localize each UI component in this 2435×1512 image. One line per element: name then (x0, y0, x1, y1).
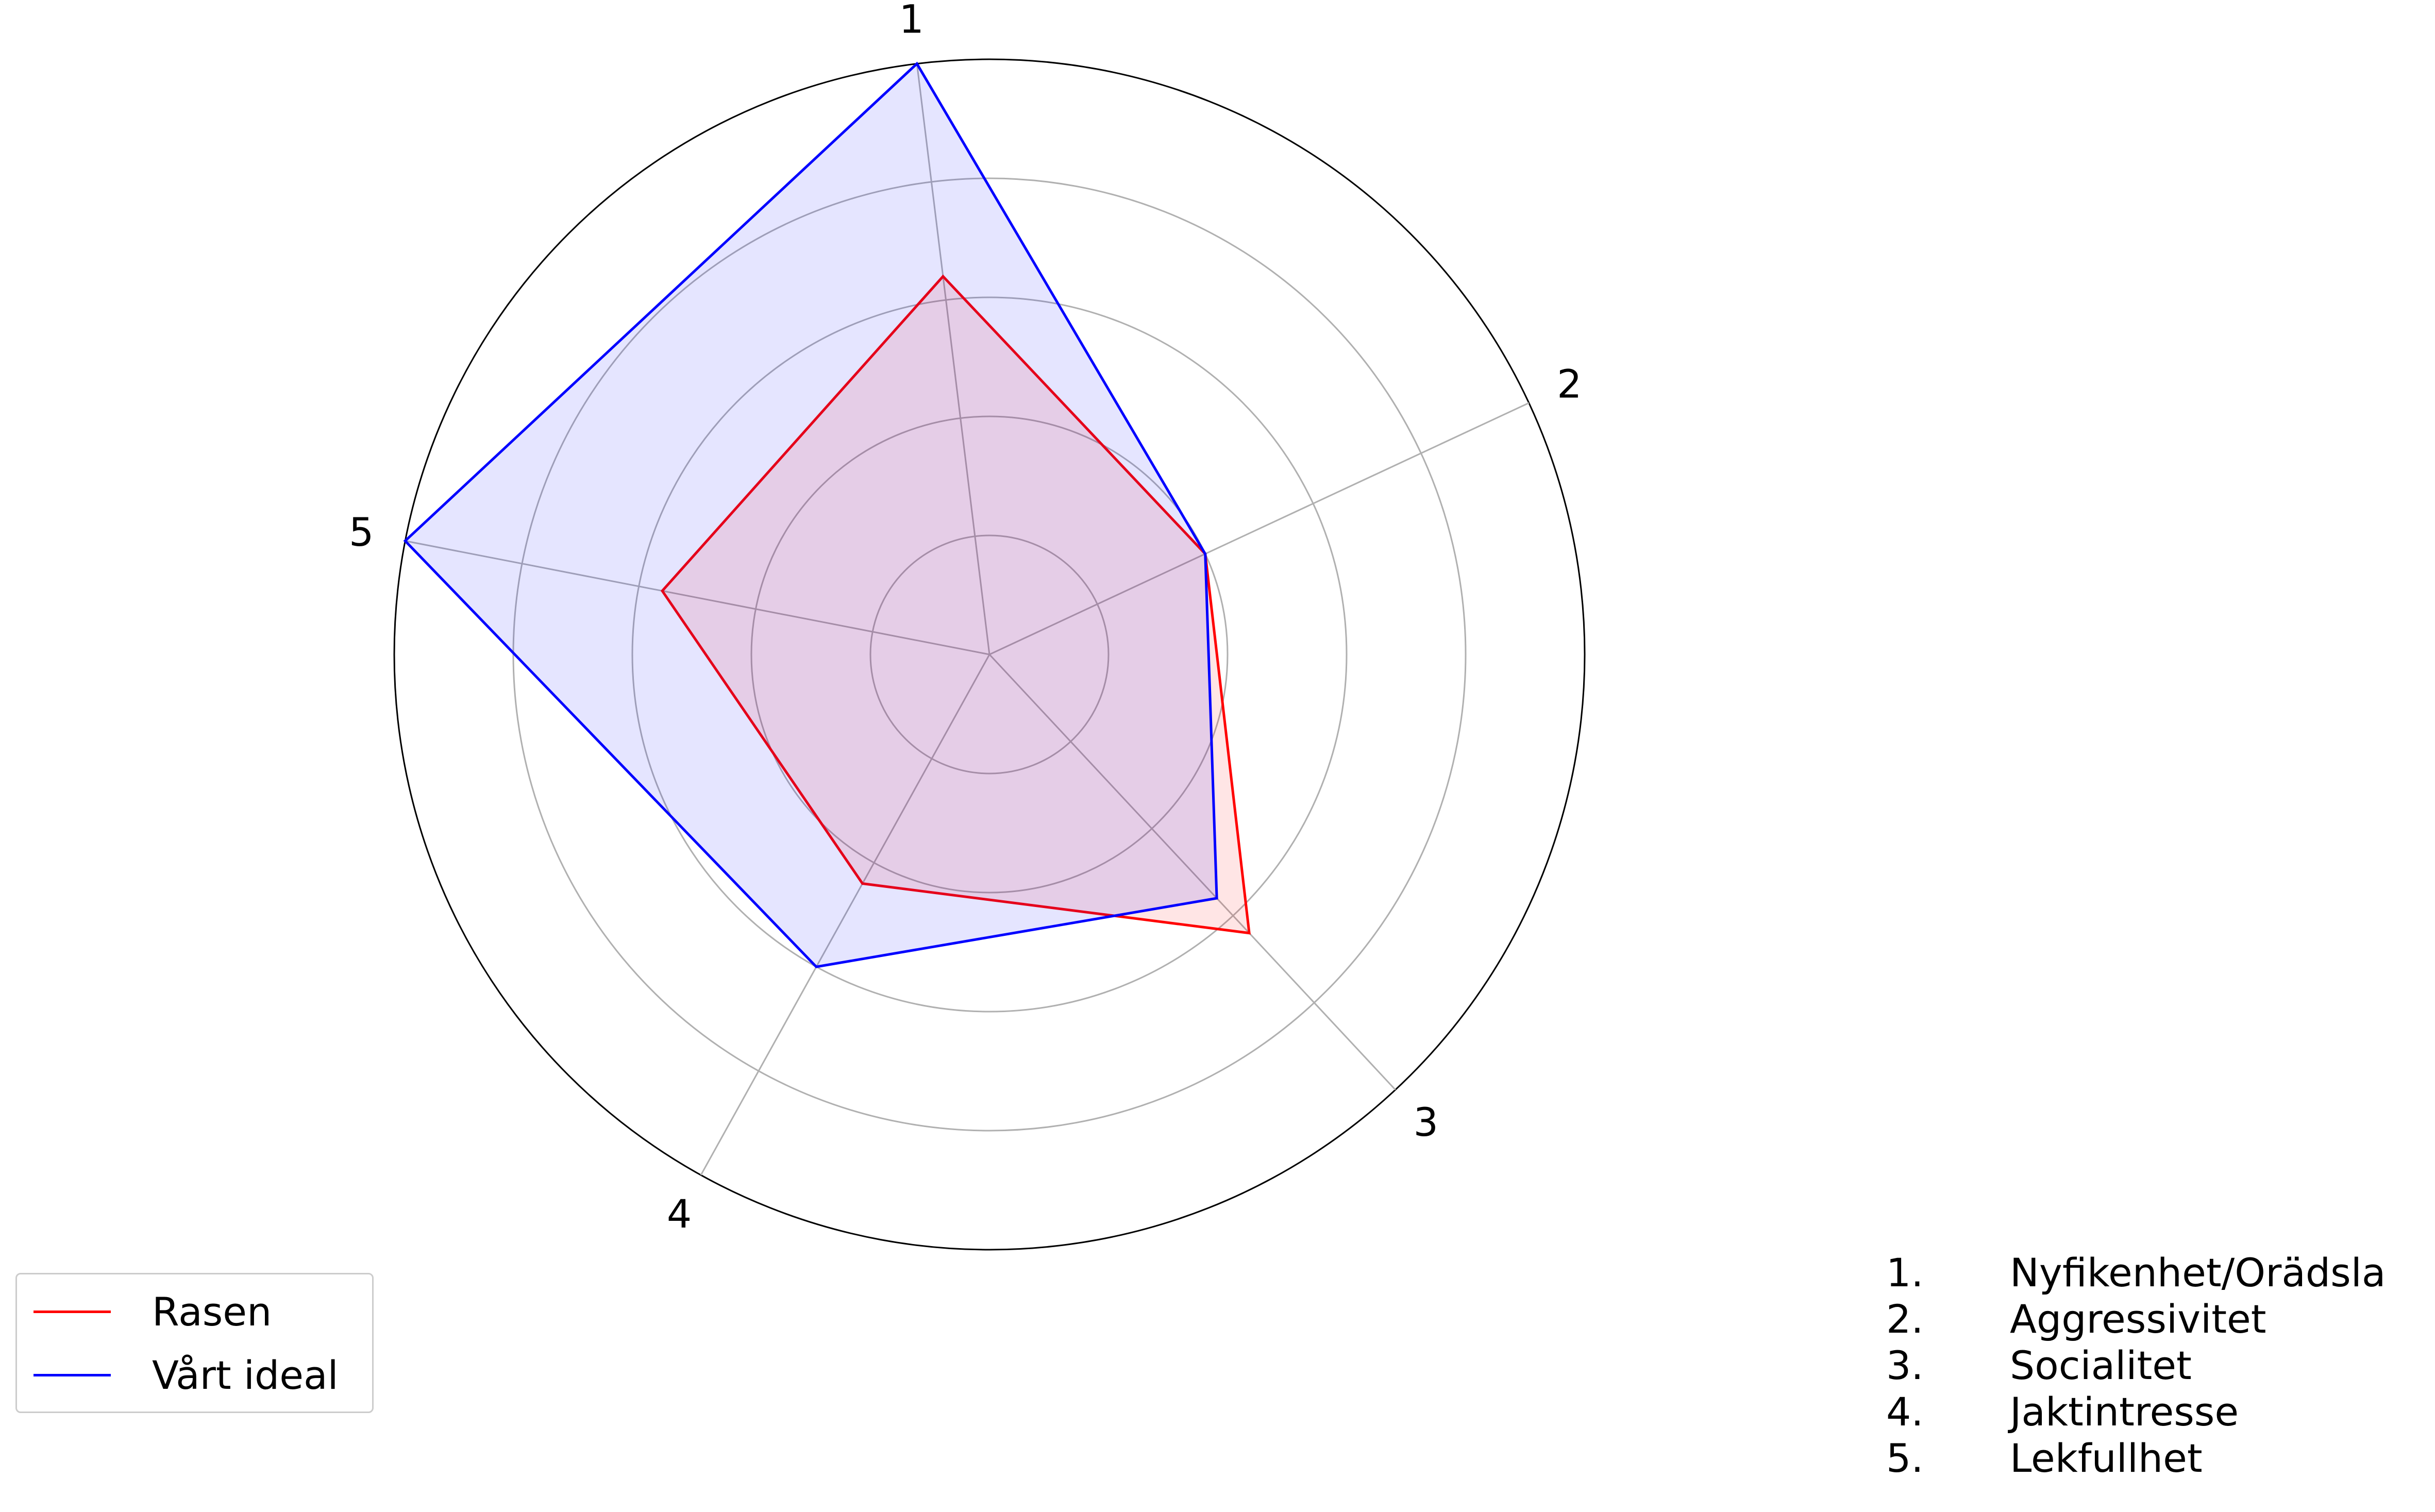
legend-label-vart-ideal: Vårt ideal (152, 1352, 339, 1398)
category-label: 2 (1557, 361, 1582, 407)
category-key-text: Nyfikenhet/Orädsla (2010, 1250, 2386, 1296)
category-key-text: Jaktintresse (2010, 1389, 2239, 1435)
legend-swatch-rasen (33, 1311, 111, 1313)
category-key-text: Lekfullhet (2010, 1435, 2203, 1481)
radar-spoke (916, 63, 990, 655)
legend-label-rasen: Rasen (152, 1289, 272, 1335)
legend-item-rasen: Rasen (17, 1285, 372, 1336)
radar-spoke (700, 654, 990, 1175)
radar-grid-ring (631, 296, 1348, 1013)
category-label: 4 (667, 1191, 692, 1237)
category-key-number: 3. (1886, 1342, 1924, 1388)
category-label: 5 (349, 509, 374, 555)
category-key-text: Socialitet (2010, 1342, 2192, 1388)
radar-grid-ring (869, 534, 1110, 775)
legend-swatch-vart-ideal (33, 1374, 111, 1376)
series-area-rasen (662, 276, 1250, 933)
legend-item-vart-ideal: Vårt ideal (17, 1348, 372, 1400)
category-labels: 1 2 3 4 5 (349, 0, 1582, 1237)
radar-grid (393, 58, 1586, 1251)
category-label: 1 (899, 0, 924, 42)
radar-series (403, 61, 1251, 968)
legend: Rasen Vårt ideal (15, 1273, 374, 1413)
radar-spoke (405, 540, 990, 656)
category-key-number: 2. (1886, 1296, 1924, 1342)
category-key-text: Aggressivitet (2010, 1296, 2266, 1342)
category-label: 3 (1414, 1099, 1438, 1145)
radar-grid-ring (750, 415, 1229, 894)
series-line-rasen (660, 274, 1251, 935)
radar-spoke (989, 402, 1530, 656)
category-key-number: 5. (1886, 1435, 1924, 1481)
series-area-v-rt-ideal (405, 63, 1217, 967)
radar-spoke (988, 653, 1396, 1090)
category-key-number: 1. (1886, 1250, 1924, 1296)
series-line-v-rt-ideal (403, 61, 1218, 968)
radar-outer-ring (393, 58, 1586, 1251)
category-key-number: 4. (1886, 1389, 1924, 1435)
